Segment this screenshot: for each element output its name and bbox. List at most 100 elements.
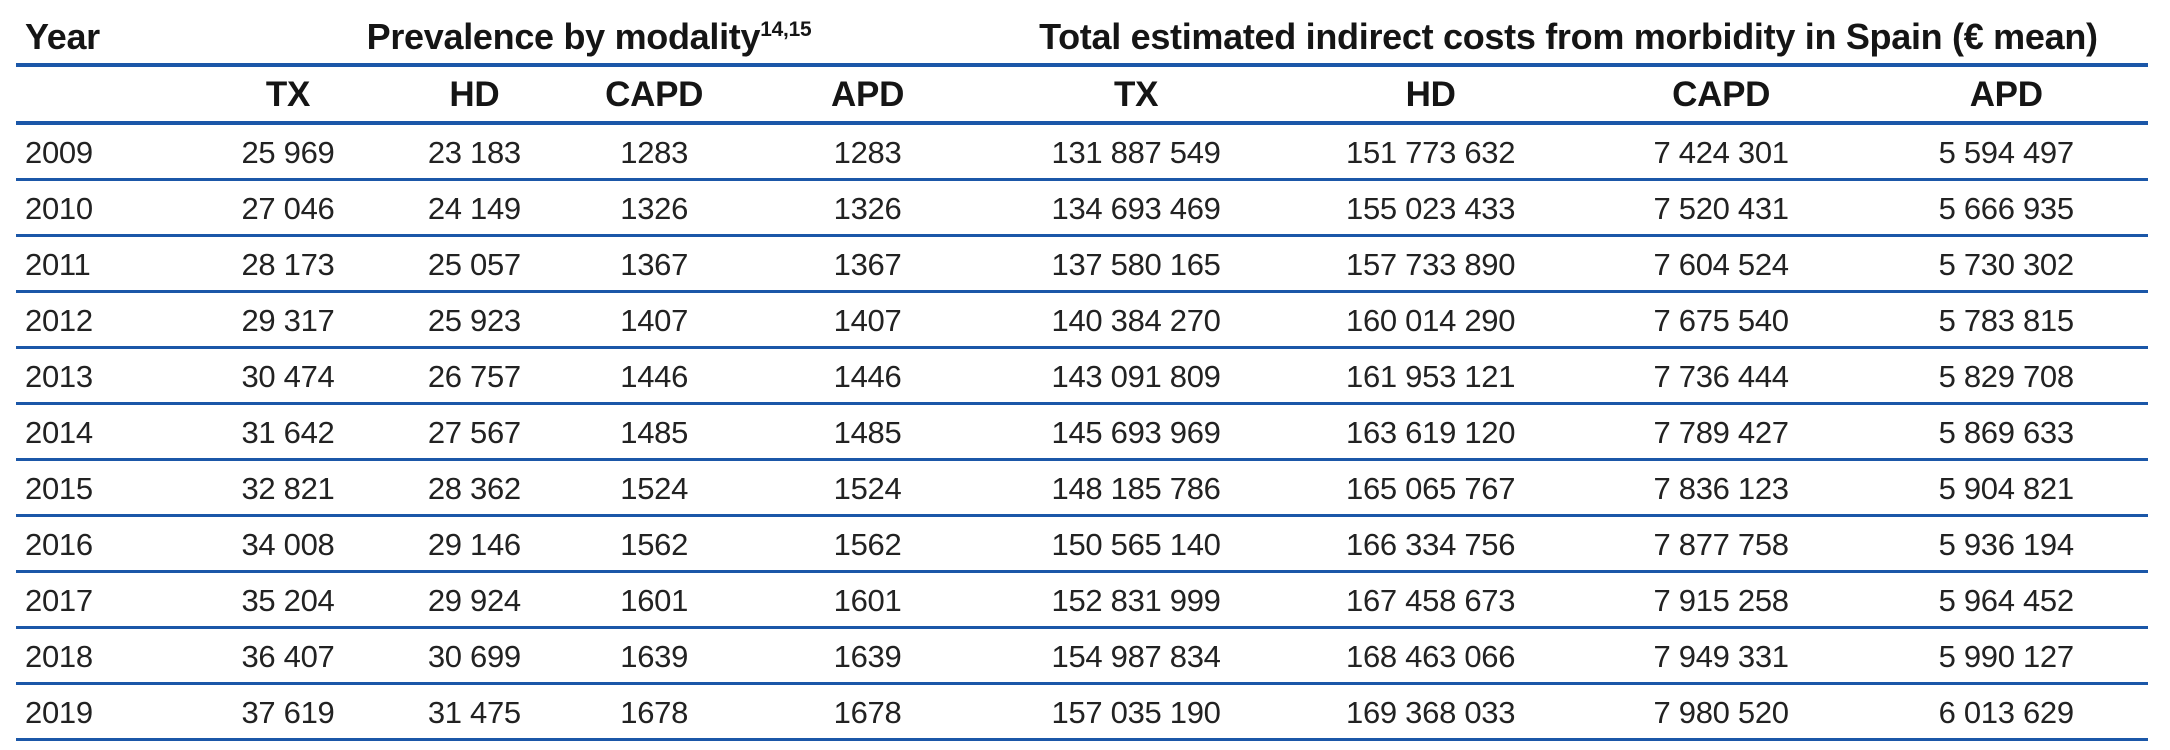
- value-cell: 7 736 444: [1577, 347, 1865, 405]
- year-cell: 2009: [16, 123, 190, 181]
- value-cell: 29 924: [386, 571, 562, 629]
- year-cell: 2016: [16, 515, 190, 573]
- value-cell: 157 035 190: [988, 683, 1284, 741]
- value-cell: 7 915 258: [1577, 571, 1865, 629]
- value-cell: 1678: [561, 683, 747, 741]
- value-cell: 28 362: [386, 459, 562, 517]
- value-cell: 7 949 331: [1577, 627, 1865, 685]
- value-cell: 1407: [561, 291, 747, 349]
- value-cell: 1562: [746, 515, 989, 573]
- value-cell: 131 887 549: [988, 123, 1284, 181]
- subcolumn-header-row: TX HD CAPD APD TX HD CAPD APD: [16, 65, 2148, 125]
- value-cell: 5 964 452: [1864, 571, 2148, 629]
- value-cell: 23 183: [386, 123, 562, 181]
- value-cell: 145 693 969: [988, 403, 1284, 461]
- reference-superscript: 14,15: [760, 18, 812, 41]
- value-cell: 5 829 708: [1864, 347, 2148, 405]
- value-cell: 7 836 123: [1577, 459, 1865, 517]
- costs-group-header: Total estimated indirect costs from morb…: [988, 0, 2148, 67]
- value-cell: 6 035 277: [1864, 739, 2148, 750]
- year-cell: 2010: [16, 179, 190, 237]
- value-cell: 6 013 629: [1864, 683, 2148, 741]
- value-cell: 5 594 497: [1864, 123, 2148, 181]
- value-cell: 1326: [561, 179, 747, 237]
- value-cell: 1601: [746, 571, 989, 629]
- value-cell: 7 877 758: [1577, 515, 1865, 573]
- value-cell: 166 334 756: [1283, 515, 1578, 573]
- year-cell: 2012: [16, 291, 190, 349]
- value-cell: 170 189 460: [1283, 739, 1578, 750]
- table-row: 2012 29 317 25 923 1407 1407 140 384 270 160 0…: [16, 291, 2148, 349]
- value-cell: 29 146: [386, 515, 562, 573]
- value-cell: 7 520 431: [1577, 179, 1865, 237]
- value-cell: 137 580 165: [988, 235, 1284, 293]
- value-cell: 1367: [746, 235, 989, 293]
- value-cell: 30 474: [189, 347, 387, 405]
- prevalence-group-label: Prevalence by modality: [366, 16, 761, 57]
- value-cell: 8 009 248: [1577, 739, 1865, 750]
- value-cell: 1718: [746, 739, 989, 750]
- table-row: 2010 27 046 24 149 1326 1326 134 693 469 155 0…: [16, 179, 2148, 237]
- year-cell: 2015: [16, 459, 190, 517]
- year-cell: 2018: [16, 627, 190, 685]
- col-header-costs-apd: APD: [1864, 65, 2148, 125]
- col-header-prevalence-hd: HD: [386, 65, 562, 125]
- value-cell: 158 977 348: [988, 739, 1284, 750]
- value-cell: 7 675 540: [1577, 291, 1865, 349]
- value-cell: 30 699: [386, 627, 562, 685]
- col-header-costs-capd: CAPD: [1577, 65, 1865, 125]
- value-cell: 150 565 140: [988, 515, 1284, 573]
- value-cell: 168 463 066: [1283, 627, 1578, 685]
- value-cell: 134 693 469: [988, 179, 1284, 237]
- value-cell: 143 091 809: [988, 347, 1284, 405]
- value-cell: 154 987 834: [988, 627, 1284, 685]
- value-cell: 29 317: [189, 291, 387, 349]
- value-cell: 1326: [746, 179, 989, 237]
- value-cell: 1639: [746, 627, 989, 685]
- value-cell: 167 458 673: [1283, 571, 1578, 629]
- value-cell: 1524: [561, 459, 747, 517]
- value-cell: 38 838: [189, 739, 387, 750]
- prevalence-costs-table: Year Prevalence by modality14,15 Total e…: [16, 0, 2148, 750]
- value-cell: 5 666 935: [1864, 179, 2148, 237]
- col-header-costs-hd: HD: [1283, 65, 1578, 125]
- table-row: 2015 32 821 28 362 1524 1524 148 185 786 165 0…: [16, 459, 2148, 517]
- value-cell: 7 980 520: [1577, 683, 1865, 741]
- year-cell: 2017: [16, 571, 190, 629]
- table-row: 2016 34 008 29 146 1562 1562 150 565 140 166 3…: [16, 515, 2148, 573]
- value-cell: 5 783 815: [1864, 291, 2148, 349]
- col-header-prevalence-apd: APD: [746, 65, 989, 125]
- value-cell: 1283: [561, 123, 747, 181]
- value-cell: 5 869 633: [1864, 403, 2148, 461]
- year-cell: 2014: [16, 403, 190, 461]
- value-cell: 27 046: [189, 179, 387, 237]
- col-header-prevalence-capd: CAPD: [561, 65, 747, 125]
- value-cell: 24 149: [386, 179, 562, 237]
- value-cell: 35 204: [189, 571, 387, 629]
- year-cell: 2020: [16, 739, 190, 750]
- table-row: 202038 83832 25417181718158 977 348170 1…: [16, 739, 2148, 750]
- value-cell: 1407: [746, 291, 989, 349]
- value-cell: 152 831 999: [988, 571, 1284, 629]
- value-cell: 37 619: [189, 683, 387, 741]
- value-cell: 1524: [746, 459, 989, 517]
- table-row: 2009 25 969 23 183 1283 1283 131 887 549 151 7…: [16, 123, 2148, 181]
- value-cell: 1678: [746, 683, 989, 741]
- value-cell: 26 757: [386, 347, 562, 405]
- value-cell: 1639: [561, 627, 747, 685]
- value-cell: 5 936 194: [1864, 515, 2148, 573]
- value-cell: 36 407: [189, 627, 387, 685]
- value-cell: 34 008: [189, 515, 387, 573]
- value-cell: 31 475: [386, 683, 562, 741]
- value-cell: 7 604 524: [1577, 235, 1865, 293]
- table-row: 2017 35 204 29 924 1601 1601 152 831 999 167 4…: [16, 571, 2148, 629]
- table-row: 2019 37 619 31 475 1678 1678 157 035 190 169 3…: [16, 683, 2148, 741]
- value-cell: 163 619 120: [1283, 403, 1578, 461]
- value-cell: 32 821: [189, 459, 387, 517]
- value-cell: 27 567: [386, 403, 562, 461]
- year-cell: 2013: [16, 347, 190, 405]
- value-cell: 155 023 433: [1283, 179, 1578, 237]
- prevalence-group-header: Prevalence by modality14,15: [189, 0, 989, 67]
- value-cell: 1562: [561, 515, 747, 573]
